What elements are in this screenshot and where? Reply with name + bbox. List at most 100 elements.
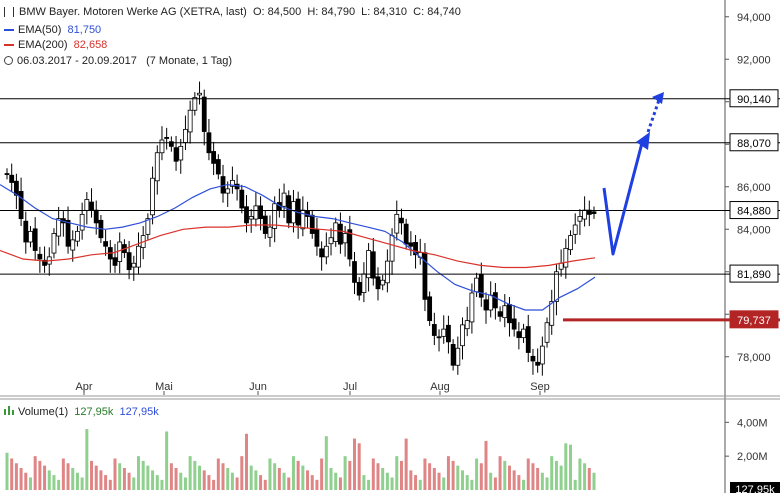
candle-icon (4, 7, 14, 18)
volume-bar (507, 465, 511, 490)
volume-value-1: 127,95k (74, 406, 114, 418)
price-label-box (729, 133, 779, 152)
candle (436, 336, 442, 339)
date-range-row: 06.03.2017 - 20.09.2017 (7 Monate, 1 Tag… (4, 55, 232, 67)
volume-bar (183, 477, 187, 490)
volume-bar (451, 460, 455, 490)
volume-bar (479, 463, 483, 490)
volume-bar (230, 472, 234, 490)
candle (427, 296, 433, 322)
volume-bar (587, 468, 591, 490)
volume-bar (437, 472, 441, 490)
volume-bar (47, 470, 51, 490)
candle (258, 205, 263, 220)
volume-bar (108, 479, 112, 490)
ema200-legend[interactable]: EMA(200) 82,658 (4, 39, 107, 51)
price-label-box (729, 89, 779, 108)
volume-bar (550, 456, 554, 490)
candle (450, 344, 456, 366)
price-label: 90,140 (737, 94, 771, 106)
forecast-arrow-head-2 (652, 92, 664, 104)
volume-bar (498, 456, 502, 490)
volume-bar (531, 463, 535, 490)
volume-bar (414, 475, 418, 490)
price-label: 84,880 (737, 206, 771, 218)
volume-bar (94, 465, 98, 490)
volume-bar (165, 431, 169, 490)
volume-bar (399, 460, 403, 490)
candle (51, 233, 57, 254)
volume-bar (503, 460, 507, 490)
x-tick-label-jul: Jul (343, 381, 357, 393)
ema200-label: EMA(200) (18, 39, 68, 51)
volume-bar (564, 443, 568, 490)
candle (28, 230, 33, 243)
volume-bar (244, 433, 248, 490)
volume-tick-label: 2,00M (737, 451, 768, 463)
candle (244, 206, 249, 224)
candle (23, 220, 29, 243)
ema50-label: EMA(50) (18, 24, 62, 36)
candle (483, 299, 489, 311)
volume-bar (151, 470, 155, 490)
candle (572, 224, 578, 235)
candle (352, 261, 357, 283)
volume-bar (526, 458, 530, 490)
forecast-arrow-dotted (646, 96, 662, 133)
candle (291, 201, 296, 224)
volume-bar (428, 463, 432, 490)
candle (441, 328, 447, 337)
candle (89, 201, 94, 211)
volume-bar (357, 443, 361, 490)
ema50-legend[interactable]: EMA(50) 81,750 (4, 24, 101, 36)
volume-bar (141, 460, 145, 490)
volume-bar (489, 472, 493, 490)
volume-bar (38, 460, 42, 490)
candle (248, 216, 254, 220)
volume-bar (14, 463, 18, 490)
volume-bar (198, 465, 202, 490)
candle (511, 318, 517, 330)
candle (239, 189, 245, 209)
volume-bar (475, 458, 479, 490)
candle (126, 252, 132, 271)
volume-bar (113, 458, 117, 490)
candle (370, 251, 376, 279)
volume-bar (315, 479, 319, 490)
volume-bar (240, 456, 244, 490)
candle (582, 209, 588, 220)
price-label: 79,737 (737, 315, 771, 327)
candle (342, 233, 348, 244)
candle (399, 217, 404, 224)
volume-bar (320, 458, 324, 490)
volume-bar (545, 477, 549, 490)
volume-bar (136, 456, 140, 490)
volume-bar (301, 465, 305, 490)
y-tick-label: 86,000 (737, 182, 771, 194)
candle (488, 294, 494, 311)
candle (201, 96, 207, 132)
candle (361, 273, 367, 293)
volume-legend: Volume(1) 127,95k 127,95k (4, 406, 159, 418)
candle (42, 259, 47, 266)
candle (431, 324, 437, 336)
volume-bar (493, 477, 497, 490)
volume-bar (90, 460, 94, 490)
candle (79, 213, 85, 231)
volume-bar (446, 456, 450, 490)
candle (225, 188, 231, 194)
volume-bar (155, 475, 159, 490)
volume-bar (592, 472, 596, 490)
volume-bar (484, 440, 488, 490)
volume-bar (348, 460, 352, 490)
volume-bar (404, 438, 408, 490)
volume-bars-icon (4, 406, 15, 418)
candle (192, 97, 198, 111)
volume-bar (221, 463, 225, 490)
volume-bar (19, 468, 23, 490)
volume-bar (578, 458, 582, 490)
volume-bar (28, 477, 32, 490)
volume-bar (212, 479, 216, 490)
candle (347, 229, 353, 260)
candle (408, 242, 414, 247)
